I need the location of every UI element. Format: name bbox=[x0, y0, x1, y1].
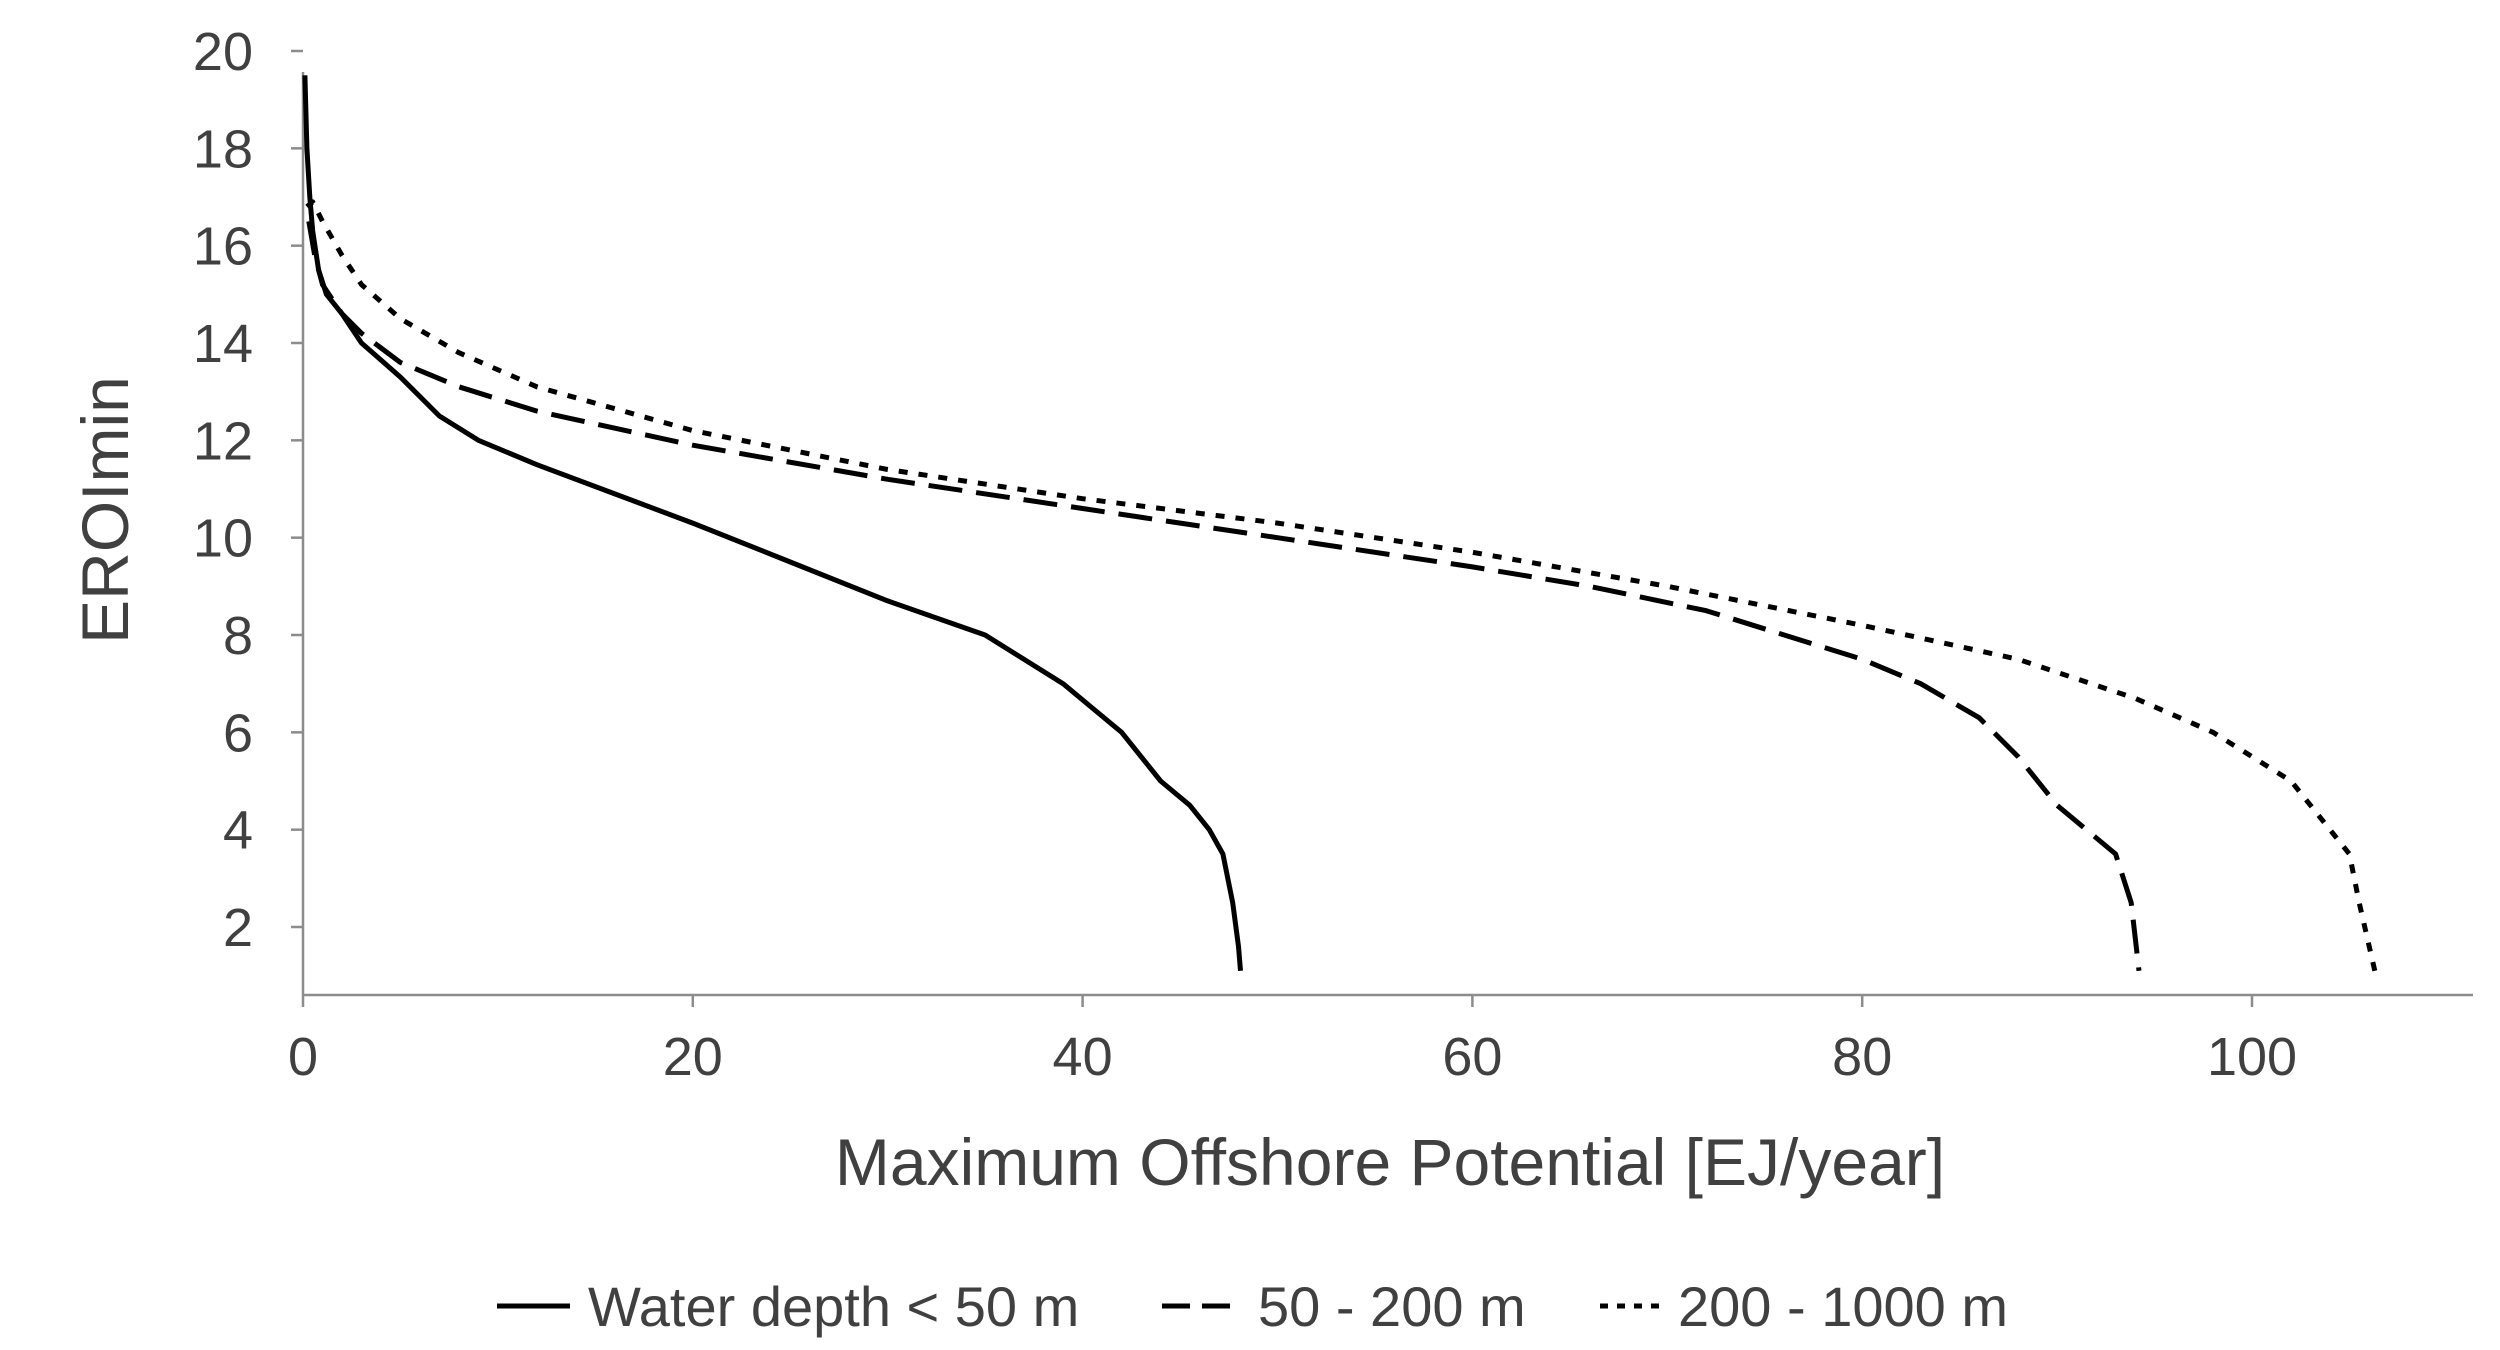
series-line-2 bbox=[306, 220, 2142, 972]
y-tick-label: 12 bbox=[193, 411, 253, 471]
x-tick-label: 0 bbox=[288, 1027, 318, 1087]
series-line-3 bbox=[305, 199, 2378, 972]
x-axis-title: Maximum Offshore Potential [EJ/year] bbox=[835, 1125, 1945, 1199]
legend-label-3: 200 - 1000 m bbox=[1678, 1275, 2008, 1338]
y-tick-label: 16 bbox=[193, 217, 253, 277]
y-tick-label: 20 bbox=[193, 22, 253, 82]
x-tick-label: 80 bbox=[1832, 1027, 1892, 1087]
x-tick-label: 40 bbox=[1053, 1027, 1113, 1087]
y-tick-label: 14 bbox=[193, 314, 253, 374]
axes bbox=[301, 72, 2473, 997]
legend-label-1: Water depth < 50 m bbox=[588, 1275, 1079, 1338]
y-ticks: 2 4 6 8 10 12 14 16 18 20 bbox=[193, 22, 303, 958]
series-layer bbox=[302, 75, 2378, 972]
legend-label-2: 50 - 200 m bbox=[1258, 1275, 1526, 1338]
legend: Water depth < 50 m 50 - 200 m 200 - 1000 m bbox=[497, 1275, 2008, 1338]
y-axis-title: EROImin bbox=[68, 376, 142, 644]
x-tick-label: 100 bbox=[2207, 1027, 2297, 1087]
x-ticks: 0 20 40 60 80 100 bbox=[288, 995, 2297, 1087]
y-tick-label: 2 bbox=[223, 898, 253, 958]
y-tick-label: 4 bbox=[223, 801, 253, 861]
series-line-1 bbox=[302, 75, 1243, 972]
x-tick-label: 20 bbox=[663, 1027, 723, 1087]
y-tick-label: 10 bbox=[193, 509, 253, 569]
y-tick-label: 6 bbox=[223, 703, 253, 763]
x-tick-label: 60 bbox=[1442, 1027, 1502, 1087]
y-tick-label: 18 bbox=[193, 119, 253, 179]
y-tick-label: 8 bbox=[223, 606, 253, 666]
